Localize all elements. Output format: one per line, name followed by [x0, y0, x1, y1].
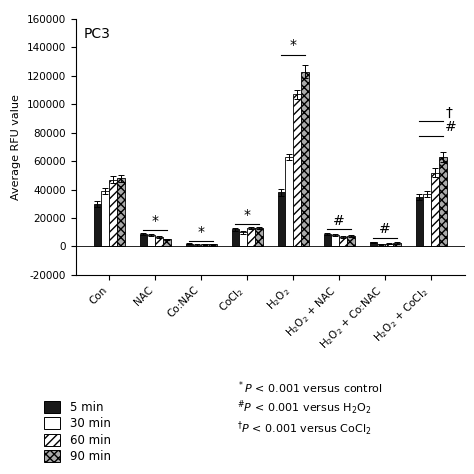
Text: PC3: PC3 [83, 27, 110, 41]
Text: *: * [290, 38, 297, 53]
Bar [101, 191, 109, 246]
Bar [331, 235, 339, 246]
Bar [247, 228, 255, 246]
Text: #: # [333, 214, 345, 228]
Bar [285, 157, 293, 246]
Bar [193, 245, 201, 246]
Text: #: # [379, 222, 391, 236]
Text: $^*P$ < 0.001 versus control
$^{\#}P$ < 0.001 versus H$_2$O$_2$
$^{\dagger}P$ < : $^*P$ < 0.001 versus control $^{\#}P$ < … [237, 379, 383, 438]
Text: *: * [152, 214, 159, 228]
Text: †: † [445, 106, 452, 120]
Bar [393, 243, 401, 246]
Bar [431, 173, 439, 246]
Bar [278, 192, 285, 246]
Bar [163, 239, 171, 246]
Bar [239, 232, 247, 246]
Bar [385, 244, 393, 246]
Bar [231, 229, 239, 246]
Bar [117, 178, 125, 246]
Bar [201, 245, 209, 246]
Y-axis label: Average RFU value: Average RFU value [11, 94, 21, 200]
Text: *: * [198, 225, 205, 239]
Bar [147, 235, 155, 246]
Bar [185, 244, 193, 246]
Text: *: * [244, 208, 251, 222]
Bar [377, 245, 385, 246]
Bar [293, 94, 301, 246]
Bar [209, 245, 217, 246]
Bar [93, 204, 101, 246]
Text: #: # [445, 120, 457, 134]
Bar [255, 228, 263, 246]
Legend: 5 min, 30 min, 60 min, 90 min: 5 min, 30 min, 60 min, 90 min [44, 401, 111, 464]
Bar [416, 197, 423, 246]
Bar [423, 194, 431, 246]
Bar [339, 237, 347, 246]
Bar [439, 157, 447, 246]
Bar [155, 237, 163, 246]
Bar [109, 180, 117, 246]
Bar [324, 234, 331, 246]
Bar [347, 236, 355, 246]
Bar [139, 234, 147, 246]
Bar [370, 242, 377, 246]
Bar [301, 72, 309, 246]
